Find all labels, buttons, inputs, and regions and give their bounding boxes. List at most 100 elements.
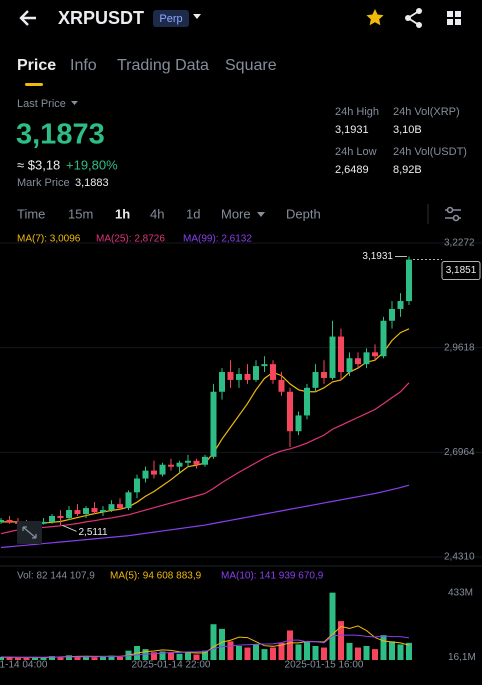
candle-body: [151, 470, 157, 475]
volume-bar: [117, 656, 123, 660]
candle-body: [380, 320, 387, 357]
candle-body: [100, 510, 106, 513]
volume-bar: [329, 592, 336, 660]
candle-body: [338, 336, 344, 373]
volume-bar: [74, 656, 81, 660]
candle-body: [57, 515, 64, 518]
volume-bar: [32, 657, 38, 660]
volume-bar: [244, 647, 251, 660]
volume-bar: [202, 650, 208, 660]
interval[interactable]: Time: [17, 206, 45, 221]
volume-bar: [57, 656, 64, 660]
symbol: XRPUSDT: [58, 8, 144, 28]
candle-body: [49, 515, 55, 522]
volume-bar: [185, 652, 191, 660]
volume-bar: [91, 657, 98, 660]
candle-body: [168, 464, 174, 467]
candle-body: [210, 391, 217, 457]
interval[interactable]: Depth: [286, 206, 321, 221]
dropdown-icon: [257, 212, 265, 217]
interval[interactable]: 15m: [68, 206, 93, 221]
badge-bg: [153, 10, 189, 27]
menu[interactable]: [447, 11, 461, 25]
candle-body: [83, 508, 89, 515]
volume-bar: [23, 657, 30, 660]
tab[interactable]: Square: [225, 57, 277, 74]
volume-bar: [270, 647, 276, 660]
interval[interactable]: More: [221, 206, 251, 221]
dropdown-icon: [71, 101, 78, 105]
y-tick-label: 3,2272: [444, 238, 475, 249]
stat-label: 24h Vol(USDT): [393, 146, 467, 158]
candle-body: [108, 504, 115, 511]
interval[interactable]: 1d: [186, 206, 200, 221]
volume-bar: [278, 642, 285, 660]
tab[interactable]: Trading Data: [117, 57, 209, 74]
last-price-box: [441, 261, 481, 281]
favorite[interactable]: [366, 9, 384, 26]
volume-bar: [66, 655, 72, 660]
volume-bar: [193, 654, 200, 660]
candle-body: [236, 374, 242, 380]
mark-price: 3,1883: [75, 177, 109, 189]
volume-bar: [338, 621, 344, 660]
volume-bar: [295, 644, 302, 660]
tab[interactable]: Info: [70, 57, 97, 74]
back-button[interactable]: [19, 10, 36, 26]
high-label: 3,1931: [362, 251, 393, 262]
volume-legend: MA(5): 94 608 883,9: [110, 571, 202, 582]
ma-line: [0, 382, 410, 535]
volume-bar: [227, 641, 234, 660]
y-tick-label: 2,9618: [444, 342, 475, 353]
volume-ma-line: [0, 634, 410, 658]
interval[interactable]: 1h: [115, 206, 130, 221]
candle-body: [270, 364, 276, 380]
usd-price: ≈ $3,18: [17, 157, 60, 172]
ma-line: [0, 484, 410, 549]
volume-bar: [100, 656, 106, 660]
candle-body: [134, 478, 140, 493]
candle-body: [74, 510, 81, 515]
volume-bar: [0, 656, 4, 660]
volume-bar: [15, 657, 21, 660]
stat-label: 24h Vol(XRP): [393, 106, 460, 118]
volume-legend: MA(10): 141 939 670,9: [221, 571, 324, 582]
stat-value: 3,10B: [393, 124, 422, 136]
volume-bar: [40, 657, 47, 660]
candle-body: [278, 379, 285, 392]
volume-bar: [210, 624, 217, 660]
interval[interactable]: 4h: [150, 206, 164, 221]
candle-body: [176, 462, 183, 467]
candle-body: [355, 358, 361, 365]
symbol-dropdown[interactable]: [193, 14, 201, 19]
share[interactable]: [405, 8, 422, 28]
last-price-label[interactable]: Last Price: [17, 98, 66, 110]
tab[interactable]: Price: [17, 57, 56, 74]
x-tick-label: 01-14 04:00: [0, 660, 48, 671]
volume-bar: [321, 647, 327, 660]
candle-body: [346, 358, 353, 373]
candle-body: [244, 374, 251, 380]
candle-body: [295, 415, 302, 432]
ma-legend: MA(99): 2,6132: [183, 234, 252, 245]
candle-body: [6, 519, 13, 522]
volume-bar: [406, 642, 412, 660]
volume-bar: [355, 647, 361, 660]
candle-body: [389, 308, 395, 321]
candle-body: [253, 366, 259, 380]
ma-legend: MA(7): 3,0096: [17, 234, 81, 245]
volume-bar: [372, 649, 378, 660]
volume-bar: [312, 646, 319, 660]
volume-bar: [304, 641, 310, 660]
candle-body: [159, 464, 166, 475]
chart-settings[interactable]: [445, 206, 461, 222]
candle-body: [117, 504, 123, 509]
low-label: 2,5111: [79, 527, 109, 538]
candle-body: [329, 336, 336, 378]
candle-body: [363, 352, 370, 365]
volume-bar: [49, 656, 55, 660]
candle-body: [304, 387, 310, 416]
candle-body: [40, 521, 47, 524]
